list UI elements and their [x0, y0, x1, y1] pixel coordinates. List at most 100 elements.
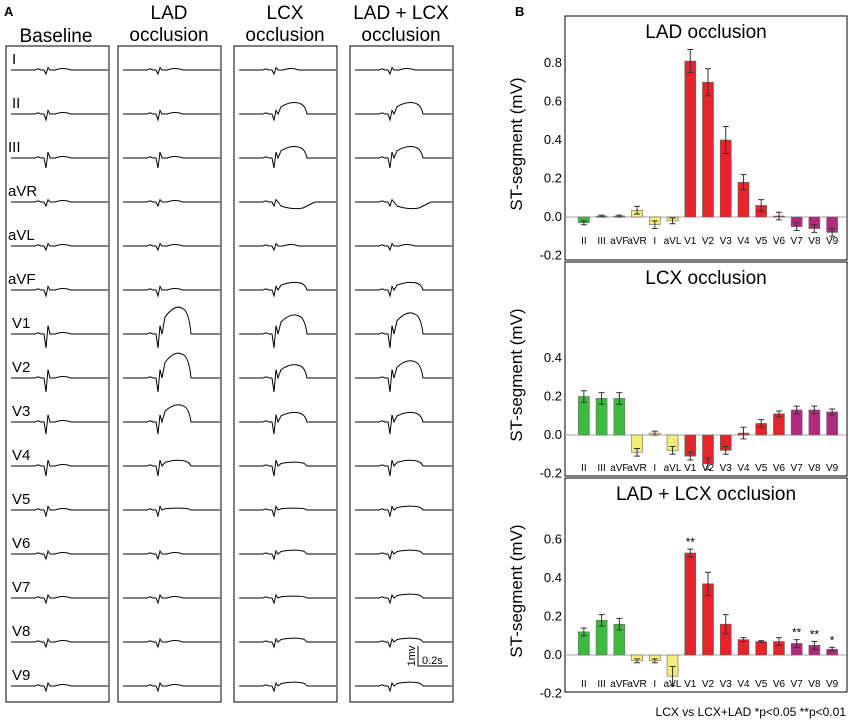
lead-label: V6: [12, 535, 30, 552]
category-label: V3: [720, 679, 733, 690]
chart-title: LAD + LCX occlusion: [616, 484, 796, 505]
error-bar: [722, 126, 729, 154]
category-label: V1: [684, 463, 697, 474]
error-bar: [811, 641, 818, 650]
error-bar: [598, 614, 605, 627]
ecg-trace: [355, 146, 452, 169]
y-tick-label: 0.8: [544, 55, 562, 70]
ecg-trace: [11, 242, 108, 252]
ecg-trace: [123, 198, 220, 208]
category-label: aVR: [627, 236, 646, 247]
error-bar: [669, 446, 676, 455]
significance-marker: **: [810, 628, 820, 642]
error-bar: [705, 68, 711, 97]
chart-frame: [564, 15, 848, 261]
ecg-trace: [123, 681, 220, 693]
ecg-trace: [11, 504, 108, 518]
ecg-trace: [355, 360, 452, 393]
category-label: V2: [702, 463, 715, 474]
lead-label: aVL: [8, 227, 35, 244]
category-label: V3: [720, 463, 733, 474]
category-label: V2: [702, 236, 715, 247]
error-bar: [669, 666, 676, 687]
ecg-trace: [355, 459, 452, 477]
error-bar: [793, 639, 800, 648]
scale-bar: [417, 646, 448, 667]
bar: [755, 641, 767, 656]
lead-label: V4: [12, 447, 30, 464]
error-bar: [634, 205, 641, 215]
chart-title: LCX occlusion: [645, 268, 766, 289]
ecg-trace: [123, 242, 220, 252]
error-bar: [580, 627, 587, 637]
category-label: V9: [826, 236, 839, 247]
ecg-trace: [355, 66, 452, 76]
y-tick-label: 0.4: [544, 570, 562, 585]
ecg-trace: [355, 681, 452, 693]
category-label: II: [581, 679, 587, 690]
lead-label: III: [8, 139, 21, 156]
error-bar: [722, 446, 729, 455]
ecg-trace: [239, 549, 336, 561]
error-bar: [740, 174, 747, 191]
error-bar: [651, 220, 658, 230]
error-bar: [740, 426, 747, 440]
ecg-trace: [123, 593, 220, 605]
scale-voltage: 1mv: [406, 645, 418, 666]
ecg-trace: [123, 306, 220, 349]
error-bar: [793, 222, 800, 231]
error-bar: [580, 390, 587, 403]
error-bar: [775, 410, 782, 418]
error-bar: [811, 224, 818, 233]
category-label: aVF: [610, 463, 628, 474]
ecg-trace: [355, 242, 452, 252]
category-label: V5: [755, 679, 768, 690]
category-label: V5: [755, 463, 768, 474]
ecg-trace: [11, 681, 108, 693]
ecg-trace: [123, 549, 220, 561]
error-bar: [758, 419, 765, 428]
trace-frame: [117, 45, 222, 703]
error-bar: [758, 199, 765, 212]
category-label: V6: [773, 236, 786, 247]
scale-time: 0.2s: [422, 655, 443, 667]
error-bar: [616, 617, 623, 631]
error-bar: [705, 457, 711, 471]
category-label: aVR: [627, 679, 646, 690]
y-tick-label: 0.2: [544, 609, 562, 624]
ecg-trace: [11, 414, 108, 435]
error-bar: [758, 640, 765, 643]
y-tick-label: 0.4: [544, 350, 562, 365]
category-label: V6: [773, 679, 786, 690]
ecg-trace: [355, 102, 452, 122]
category-label: V1: [684, 679, 697, 690]
error-bar: [811, 405, 818, 415]
category-label: V7: [791, 463, 804, 474]
error-bar: [829, 646, 836, 652]
error-bar: [775, 637, 782, 646]
ecg-trace: [11, 369, 108, 393]
chart-frame: [564, 477, 848, 693]
error-bar: [775, 211, 782, 221]
y-tick-label: 0.0: [544, 427, 562, 442]
trace-frame: [349, 45, 454, 703]
ecg-trace: [239, 459, 336, 477]
category-label: I: [653, 463, 656, 474]
column-title: LCX occlusion: [245, 3, 324, 46]
ecg-trace: [239, 364, 336, 393]
y-axis-label: ST-segment (mV): [507, 524, 526, 657]
error-bar: [580, 220, 587, 226]
category-label: aVF: [610, 679, 628, 690]
trace-frame: [233, 45, 338, 703]
ecg-trace: [123, 151, 220, 169]
lead-label: II: [12, 95, 20, 112]
lead-label: V5: [12, 491, 30, 508]
ecg-trace: [355, 411, 452, 435]
ecg-trace: [239, 281, 336, 298]
category-label: V3: [720, 236, 733, 247]
ecg-trace: [123, 284, 220, 298]
ecg-trace: [355, 593, 452, 605]
ecg-trace: [123, 352, 220, 393]
ecg-trace: [11, 284, 108, 298]
ecg-trace: [239, 411, 336, 435]
